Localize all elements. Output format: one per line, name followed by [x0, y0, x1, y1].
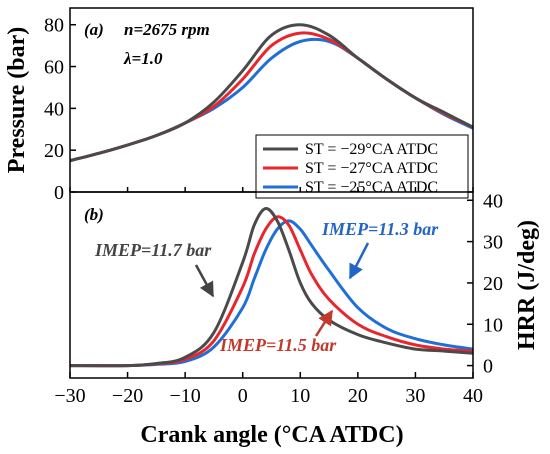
hrr-tick-label: 40 — [483, 190, 503, 212]
panel-b-label: (b) — [84, 205, 104, 224]
pressure-y-ticks: 0 20 40 60 80 — [44, 15, 76, 204]
hrr-axis-label: HRR (J/deg) — [514, 220, 540, 350]
legend-label-st29: ST = −29°CA ATDC — [305, 141, 438, 158]
pressure-axis-label: Pressure (bar) — [4, 27, 30, 173]
crank-angle-tick-label: −20 — [112, 385, 143, 407]
imep-annotation-st25: IMEP=11.3 bar — [321, 219, 439, 239]
panel-b-frame — [69, 191, 474, 379]
pressure-tick-label: 60 — [44, 57, 64, 79]
crank-angle-tick-label: 10 — [290, 385, 310, 407]
panel-a-label: (a) — [84, 20, 104, 39]
crank-angle-tick-label: −10 — [170, 385, 201, 407]
crank-angle-tick-label: 20 — [348, 385, 368, 407]
hrr-series-group — [69, 206, 474, 368]
imep-arrow-st27 — [314, 309, 334, 337]
panel-a: 0 20 40 60 80 (a) n=2675 rpm λ=1.0 Pressure … — [4, 7, 474, 204]
imep-annotation-st27: IMEP=11.5 bar — [219, 335, 337, 355]
pressure-tick-label: 80 — [44, 15, 64, 37]
pressure-series-group — [69, 23, 474, 163]
hrr-line-st27 — [69, 215, 474, 368]
imep-annotation-st29: IMEP=11.7 bar — [94, 240, 212, 260]
pressure-tick-label: 40 — [44, 98, 64, 120]
panel-b: 0 10 20 30 40 −30 −20 −10 0 10 20 30 40 (b) HRR (J/… — [54, 187, 540, 448]
hrr-tick-label: 10 — [483, 314, 503, 336]
crank-angle-axis-label: Crank angle (°CA ATDC) — [140, 422, 403, 448]
hrr-tick-label: 30 — [483, 232, 503, 254]
legend-label-st27: ST = −27°CA ATDC — [305, 160, 438, 177]
legend: ST = −29°CA ATDC ST = −27°CA ATDC ST = −… — [255, 134, 469, 199]
pressure-tick-label: 0 — [54, 182, 64, 204]
pressure-line-st29 — [69, 23, 474, 163]
crank-angle-x-ticks: −30 −20 −10 0 10 20 30 40 — [54, 187, 483, 407]
pressure-tick-label: 20 — [44, 140, 64, 162]
legend-label-st25: ST = −25°CA ATDC — [305, 179, 438, 196]
hrr-tick-label: 20 — [483, 273, 503, 295]
hrr-tick-label: 0 — [483, 356, 493, 378]
crank-angle-tick-label: 0 — [238, 385, 248, 407]
hrr-line-st29 — [69, 206, 474, 368]
hrr-y-ticks: 0 10 20 30 40 — [467, 190, 503, 378]
speed-annotation: n=2675 rpm — [124, 20, 210, 39]
crank-angle-tick-label: 40 — [463, 385, 483, 407]
hrr-line-st25 — [69, 219, 474, 368]
crank-angle-tick-label: −30 — [54, 385, 85, 407]
imep-arrow-st25 — [348, 242, 370, 280]
crank-angle-tick-label: 30 — [405, 385, 425, 407]
lambda-annotation: λ=1.0 — [123, 49, 163, 68]
imep-arrow-st29 — [194, 264, 215, 298]
